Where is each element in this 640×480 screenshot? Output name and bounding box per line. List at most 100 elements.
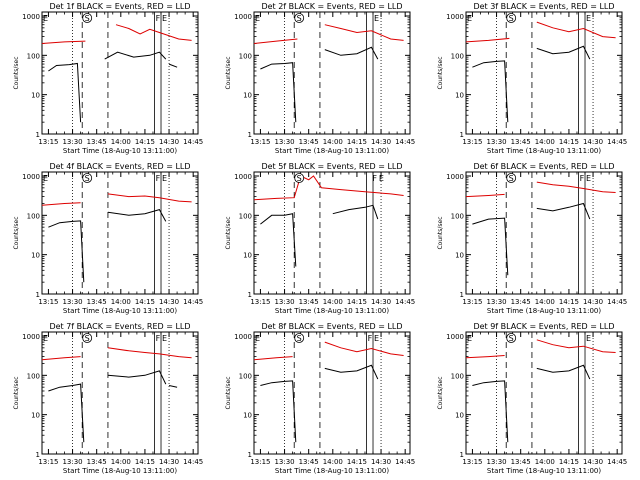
x-tick-label: 14:45 — [183, 298, 203, 306]
x-tick-label: 14:15 — [347, 458, 367, 466]
x-tick-label: 14:30 — [583, 458, 603, 466]
y-tick-label: 1 — [460, 451, 464, 459]
lld-series-line — [324, 24, 404, 41]
events-series-line — [536, 45, 591, 60]
flag-label: E — [255, 14, 260, 23]
chart-title: Det 6f BLACK = Events, RED = LLD — [473, 162, 614, 171]
x-tick-label: 13:15 — [250, 138, 270, 146]
plot-frame — [253, 331, 411, 455]
events-series-line — [332, 204, 379, 220]
plot-frame — [465, 331, 623, 455]
lld-series-line — [107, 193, 192, 203]
chart-title: Det 8f BLACK = Events, RED = LLD — [261, 322, 402, 331]
x-axis-label: Start Time (18-Aug-10 13:11:00) — [275, 147, 389, 155]
plot-frame — [41, 171, 199, 295]
flag-label: E — [255, 334, 260, 343]
y-axis-label: Counts/sec — [437, 216, 444, 249]
lld-series-line — [41, 356, 81, 361]
x-tick-label: 13:15 — [462, 138, 482, 146]
lld-series-line — [465, 355, 505, 359]
x-tick-label: 13:30 — [274, 298, 294, 306]
lld-series-line — [465, 37, 510, 43]
x-tick-label: 13:45 — [299, 298, 319, 306]
chart-panel: Det 1f BLACK = Events, RED = LLD 1 10 100 10… — [13, 2, 203, 155]
x-tick-label: 14:15 — [135, 138, 155, 146]
flag-label: F — [156, 334, 161, 343]
y-tick-label: 10 — [243, 412, 252, 420]
x-tick-label: 13:15 — [250, 458, 270, 466]
chart-panel: Det 4f BLACK = Events, RED = LLD 1 10 100 10… — [13, 162, 203, 315]
events-series-line — [104, 51, 167, 60]
flag-label: E — [586, 14, 591, 23]
x-tick-label: 14:00 — [535, 298, 555, 306]
chart-panel: Det 8f BLACK = Events, RED = LLD 1 10 100 10… — [225, 322, 415, 475]
x-tick-label: 13:30 — [274, 138, 294, 146]
y-tick-label: 1000 — [234, 333, 252, 341]
events-series-line — [48, 383, 85, 443]
chart-panel: Det 5f BLACK = Events, RED = LLD 1 10 100 10… — [225, 162, 415, 315]
x-tick-label: 14:00 — [111, 138, 131, 146]
x-axis-label: Start Time (18-Aug-10 13:11:00) — [63, 147, 177, 155]
chart-title: Det 9f BLACK = Events, RED = LLD — [473, 322, 614, 331]
x-tick-label: 14:00 — [111, 298, 131, 306]
x-tick-label: 13:15 — [250, 298, 270, 306]
lld-series-line — [41, 202, 81, 206]
y-tick-label: 100 — [451, 372, 464, 380]
plot-frame — [41, 11, 199, 135]
flag-label: E — [374, 14, 379, 23]
x-axis-label: Start Time (18-Aug-10 13:11:00) — [275, 467, 389, 475]
x-tick-label: 14:15 — [559, 138, 579, 146]
y-axis-label: Counts/sec — [225, 56, 232, 89]
plot-frame — [465, 171, 623, 295]
flag-label: E — [374, 334, 379, 343]
events-series-line — [107, 370, 167, 385]
x-tick-label: 14:00 — [323, 138, 343, 146]
flag-label: E — [379, 174, 384, 183]
flag-label: S — [509, 174, 514, 183]
y-axis-label: Counts/sec — [225, 216, 232, 249]
plot-frame — [465, 11, 623, 135]
x-tick-label: 13:30 — [62, 298, 82, 306]
y-tick-label: 100 — [239, 52, 252, 60]
flag-label: E — [43, 334, 48, 343]
y-tick-label: 1 — [36, 291, 40, 299]
y-tick-label: 1 — [36, 131, 40, 139]
x-tick-label: 14:30 — [159, 298, 179, 306]
events-series-line — [260, 213, 297, 267]
x-tick-label: 13:45 — [87, 298, 107, 306]
lld-series-line — [536, 339, 616, 353]
x-tick-label: 13:45 — [299, 138, 319, 146]
y-tick-label: 1000 — [22, 13, 40, 21]
x-tick-label: 14:45 — [395, 458, 415, 466]
y-tick-label: 10 — [31, 412, 40, 420]
x-tick-label: 14:45 — [183, 458, 203, 466]
y-tick-label: 1000 — [234, 173, 252, 181]
events-series-line — [107, 209, 167, 222]
events-series-line — [472, 60, 509, 123]
flag-circle — [82, 333, 93, 343]
x-axis-label: Start Time (18-Aug-10 13:11:00) — [63, 467, 177, 475]
flag-label: F — [156, 174, 161, 183]
x-tick-label: 14:30 — [583, 298, 603, 306]
x-axis-label: Start Time (18-Aug-10 13:11:00) — [63, 307, 177, 315]
flag-label: S — [85, 14, 90, 23]
flag-circle — [82, 13, 93, 23]
flag-label: S — [509, 334, 514, 343]
chart-panel: Det 3f BLACK = Events, RED = LLD 1 10 100 10… — [437, 2, 627, 155]
x-tick-label: 14:30 — [159, 458, 179, 466]
chart-panel: Det 6f BLACK = Events, RED = LLD 1 10 100 10… — [437, 162, 627, 315]
x-tick-label: 14:45 — [183, 138, 203, 146]
y-tick-label: 1000 — [22, 173, 40, 181]
x-tick-label: 13:15 — [462, 298, 482, 306]
plot-frame — [253, 11, 411, 135]
x-tick-label: 14:45 — [607, 458, 627, 466]
x-tick-label: 14:15 — [559, 298, 579, 306]
x-tick-label: 13:30 — [486, 138, 506, 146]
flag-label: E — [467, 334, 472, 343]
flag-label: E — [162, 174, 167, 183]
y-tick-label: 1 — [36, 451, 40, 459]
x-tick-label: 13:15 — [462, 458, 482, 466]
x-tick-label: 13:45 — [87, 458, 107, 466]
lld-series-line — [107, 347, 192, 359]
flag-label: F — [372, 174, 377, 183]
